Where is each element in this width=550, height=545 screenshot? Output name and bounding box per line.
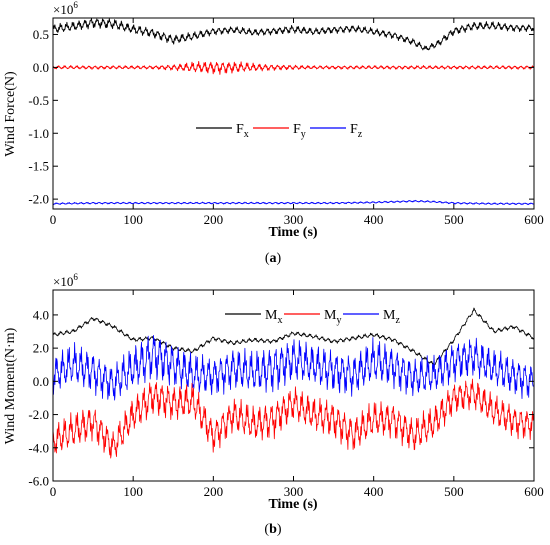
moment-plot-frame [52, 289, 535, 482]
moment-legend: Mx My Mz [225, 308, 400, 326]
force-x-tick-label: 100 [123, 212, 143, 227]
moment-y-tick-label: 0.0 [33, 374, 49, 389]
force-ticks: 0 100 200 300 400 500 600 0.5 0.0 -0.5 -1.0 -1.5 -2.… [28, 18, 544, 227]
moment-y-tick-label: 2.0 [33, 341, 49, 356]
moment-y-tick-label: 4.0 [33, 307, 49, 322]
series-line-fx [52, 18, 534, 51]
moment-x-tick-label: 500 [444, 484, 464, 499]
force-x-tick-label: 500 [444, 212, 464, 227]
force-y-axis-label: Wind Force(N) [3, 71, 18, 157]
force-y-multiplier: ×106 [53, 0, 78, 17]
moment-caption: (b) [264, 522, 281, 537]
force-chart: 0 100 200 300 400 500 600 0.5 0.0 -0.5 -1.0 -1.5 -2.… [3, 0, 544, 266]
moment-x-axis-label: Time (s) [268, 497, 317, 512]
force-y-tick-label: -1.5 [28, 159, 49, 174]
moment-chart: 0 100 200 300 400 500 600 4.0 2.0 0.0 -2.0 -4.0 -6.0… [3, 272, 544, 537]
series-line-fz [52, 199, 534, 206]
moment-x-tick-label: 200 [204, 484, 224, 499]
force-series-group [52, 18, 534, 206]
force-y-tick-label: 0.5 [33, 27, 49, 42]
force-y-tick-label: 0.0 [33, 60, 49, 75]
force-x-tick-label: 0 [50, 212, 57, 227]
moment-y-multiplier-exp: 6 [73, 272, 78, 282]
force-plot-frame [52, 17, 535, 210]
force-x-tick-label: 600 [524, 212, 544, 227]
moment-x-tick-label: 400 [364, 484, 384, 499]
moment-y-multiplier: ×106 [53, 272, 78, 289]
moment-ticks: 0 100 200 300 400 500 600 4.0 2.0 0.0 -2.0 -4.0 -6.0 [28, 290, 544, 499]
series-line-fy [52, 60, 534, 75]
legend-label-fx: Fx [236, 122, 249, 140]
legend-label-mx: Mx [265, 308, 282, 326]
moment-series-group [52, 307, 534, 459]
force-y-tick-label: -1.0 [28, 126, 49, 141]
legend-label-fy: Fy [293, 122, 306, 140]
moment-x-tick-label: 600 [524, 484, 544, 499]
series-line-mx [52, 307, 534, 367]
force-y-tick-label: -2.0 [28, 192, 49, 207]
force-x-axis-label: Time (s) [268, 225, 317, 240]
moment-y-tick-label: -6.0 [28, 474, 49, 489]
moment-x-tick-label: 100 [123, 484, 143, 499]
force-caption: (a) [265, 251, 282, 266]
legend-label-my: My [324, 308, 341, 326]
moment-y-tick-label: -2.0 [28, 407, 49, 422]
force-y-tick-label: -0.5 [28, 93, 49, 108]
force-x-tick-label: 200 [204, 212, 224, 227]
moment-x-tick-label: 0 [50, 484, 57, 499]
moment-y-axis-label: Wind Moment(N·m) [3, 327, 18, 444]
force-x-tick-label: 300 [284, 212, 304, 227]
series-line-my [52, 378, 534, 459]
moment-x-tick-label: 300 [284, 484, 304, 499]
series-line-mz [52, 334, 534, 401]
force-x-tick-label: 400 [364, 212, 384, 227]
force-legend: Fx Fy Fz [196, 122, 363, 140]
moment-y-tick-label: -4.0 [28, 440, 49, 455]
legend-label-mz: Mz [383, 308, 400, 326]
force-y-multiplier-exp: 6 [73, 0, 78, 10]
legend-label-fz: Fz [350, 122, 363, 140]
